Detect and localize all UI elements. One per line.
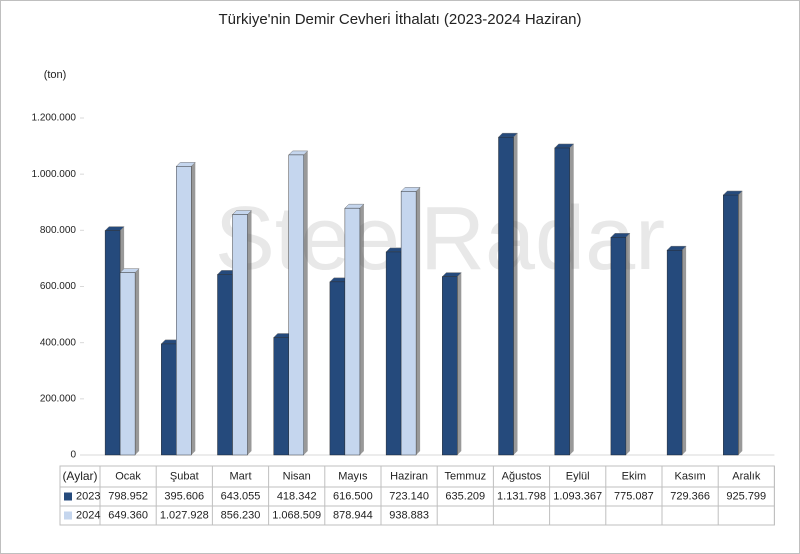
bar: [610, 237, 627, 456]
bar: [119, 272, 136, 456]
bar: [232, 214, 248, 456]
bar-side: [191, 162, 196, 455]
table-value: 395.606: [164, 490, 204, 502]
bar: [666, 249, 683, 456]
table-value: 1.068.509: [272, 509, 321, 521]
x-tick-label: Kasım: [675, 470, 706, 482]
bar: [400, 191, 417, 456]
table-value: 878.944: [333, 509, 373, 521]
bar-side: [457, 272, 462, 455]
bar-side: [569, 143, 574, 455]
bar: [554, 147, 570, 456]
table-value: 925.799: [726, 490, 766, 502]
bar-side: [682, 246, 687, 455]
table-value: 649.360: [108, 509, 148, 521]
table-value: 775.087: [614, 490, 654, 502]
x-tick-label: Mart: [230, 470, 252, 482]
bar-side: [247, 210, 252, 455]
legend-swatch: [64, 492, 72, 501]
table-value: 635.209: [445, 490, 485, 502]
bar: [288, 154, 304, 456]
x-tick-label: Eylül: [566, 470, 590, 482]
bar-side: [359, 204, 364, 455]
y-tick-label: 200.000: [40, 393, 77, 404]
bar: [385, 251, 402, 456]
x-tick-label: Ekim: [622, 470, 646, 482]
bar: [161, 343, 177, 456]
bar: [176, 166, 192, 456]
bar-side: [416, 187, 421, 455]
y-tick-label: 1.200.000: [32, 113, 77, 124]
table-value: 938.883: [389, 509, 429, 521]
legend-label: 2023: [76, 490, 100, 502]
y-axis-label: (ton): [44, 69, 67, 81]
table-value: 1.093.367: [553, 490, 602, 502]
table-value: 418.342: [277, 490, 317, 502]
bar-side: [135, 268, 140, 455]
x-tick-label: Aralık: [732, 470, 761, 482]
x-tick-label: Ocak: [115, 470, 141, 482]
bar: [217, 274, 233, 456]
bar: [329, 281, 346, 456]
table-value: 729.366: [670, 490, 710, 502]
bar: [723, 194, 739, 456]
bar-side: [513, 133, 518, 456]
bar: [104, 230, 121, 456]
table-value: 643.055: [221, 490, 261, 502]
x-tick-label: Temmuz: [445, 470, 487, 482]
y-tick-label: 800.000: [40, 225, 77, 236]
x-tick-label: Haziran: [390, 470, 428, 482]
y-tick-label: 600.000: [40, 281, 77, 292]
y-tick-label: 1.000.000: [32, 169, 77, 180]
table-value: 723.140: [389, 490, 429, 502]
x-tick-label: Nisan: [283, 470, 311, 482]
y-tick-label: 0: [70, 450, 76, 461]
bar: [344, 207, 361, 456]
x-tick-label: Mayıs: [338, 470, 368, 482]
bar-side: [303, 150, 308, 455]
bar: [273, 337, 289, 456]
table-value: 856.230: [221, 509, 261, 521]
table-value: 798.952: [108, 490, 148, 502]
watermark: SteelRadar: [215, 189, 665, 289]
table-value: 1.131.798: [497, 490, 546, 502]
bar-side: [625, 233, 630, 455]
table-header: (Aylar): [62, 469, 97, 483]
table-value: 1.027.928: [160, 509, 209, 521]
bar: [442, 276, 458, 456]
table-value: 616.500: [333, 490, 373, 502]
chart-title: Türkiye'nin Demir Cevheri İthalatı (2023…: [218, 10, 581, 28]
y-tick-label: 400.000: [40, 337, 77, 348]
x-tick-label: Şubat: [170, 470, 199, 482]
bar: [498, 136, 514, 456]
x-tick-label: Ağustos: [502, 470, 542, 482]
legend-label: 2024: [76, 509, 100, 521]
bar-side: [738, 191, 743, 456]
legend-swatch: [64, 511, 72, 520]
